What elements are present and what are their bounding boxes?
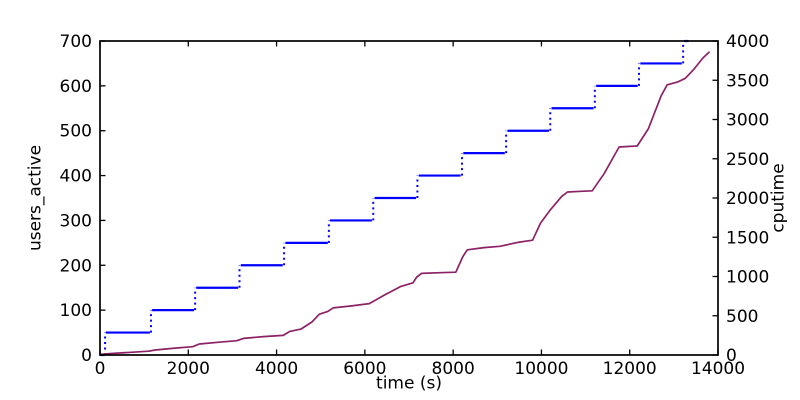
x-axis-label: time (s) [376, 373, 442, 394]
y-tick-label-right: 1000 [726, 268, 769, 288]
y-tick-label-right: 2000 [726, 189, 769, 209]
y-tick-label-left: 500 [60, 122, 92, 142]
y-axis-label-left: users_active [25, 144, 46, 252]
x-tick-label: 2000 [167, 359, 210, 379]
x-tick-label: 10000 [514, 359, 568, 379]
x-tick-label: 14000 [691, 359, 745, 379]
x-tick-label: 4000 [255, 359, 298, 379]
y-tick-label-right: 2500 [726, 150, 769, 170]
cputime-series [99, 51, 711, 356]
x-tick-label: 12000 [603, 359, 657, 379]
x-tick-label: 6000 [343, 359, 386, 379]
y-tick-label-left: 0 [81, 346, 92, 366]
x-tick-label: 8000 [432, 359, 475, 379]
y-tick-label-left: 700 [60, 32, 92, 52]
y-tick-label-right: 0 [726, 346, 737, 366]
y-tick-label-left: 200 [60, 256, 92, 276]
y-tick-label-left: 400 [60, 167, 92, 187]
y-tick-label-left: 600 [60, 77, 92, 97]
y-tick-label-right: 500 [726, 307, 758, 327]
y-tick-label-right: 3000 [726, 111, 769, 131]
y-tick-label-left: 100 [60, 301, 92, 321]
y-tick-label-right: 1500 [726, 228, 769, 248]
y-tick-label-right: 3500 [726, 71, 769, 91]
y-axis-label-right: cputime [768, 163, 789, 233]
y-tick-label-right: 4000 [726, 32, 769, 52]
y-tick-label-left: 300 [60, 211, 92, 231]
x-tick-label: 0 [95, 359, 106, 379]
